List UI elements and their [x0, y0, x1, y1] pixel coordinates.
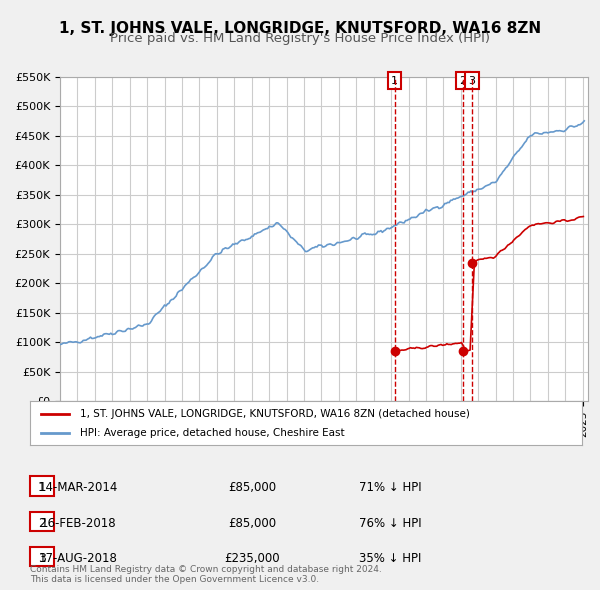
Text: 1, ST. JOHNS VALE, LONGRIDGE, KNUTSFORD, WA16 8ZN (detached house): 1, ST. JOHNS VALE, LONGRIDGE, KNUTSFORD,…	[80, 409, 470, 418]
Text: 17-AUG-2018: 17-AUG-2018	[38, 552, 118, 565]
Text: 35% ↓ HPI: 35% ↓ HPI	[359, 552, 421, 565]
Text: £235,000: £235,000	[224, 552, 280, 565]
Text: 1: 1	[38, 481, 46, 494]
Text: 1: 1	[391, 76, 398, 86]
Text: HPI: Average price, detached house, Cheshire East: HPI: Average price, detached house, Ches…	[80, 428, 344, 438]
Text: 76% ↓ HPI: 76% ↓ HPI	[359, 516, 421, 530]
Text: 2: 2	[38, 516, 46, 530]
Text: 3: 3	[38, 552, 46, 565]
Text: 1, ST. JOHNS VALE, LONGRIDGE, KNUTSFORD, WA16 8ZN: 1, ST. JOHNS VALE, LONGRIDGE, KNUTSFORD,…	[59, 21, 541, 35]
Text: 2: 2	[460, 76, 466, 86]
Text: Price paid vs. HM Land Registry's House Price Index (HPI): Price paid vs. HM Land Registry's House …	[110, 32, 490, 45]
Text: £85,000: £85,000	[228, 481, 276, 494]
Text: 3: 3	[468, 76, 475, 86]
Text: 14-MAR-2014: 14-MAR-2014	[38, 481, 118, 494]
Text: £85,000: £85,000	[228, 516, 276, 530]
Text: Contains HM Land Registry data © Crown copyright and database right 2024.
This d: Contains HM Land Registry data © Crown c…	[30, 565, 382, 584]
Text: 16-FEB-2018: 16-FEB-2018	[40, 516, 116, 530]
Text: 71% ↓ HPI: 71% ↓ HPI	[359, 481, 421, 494]
